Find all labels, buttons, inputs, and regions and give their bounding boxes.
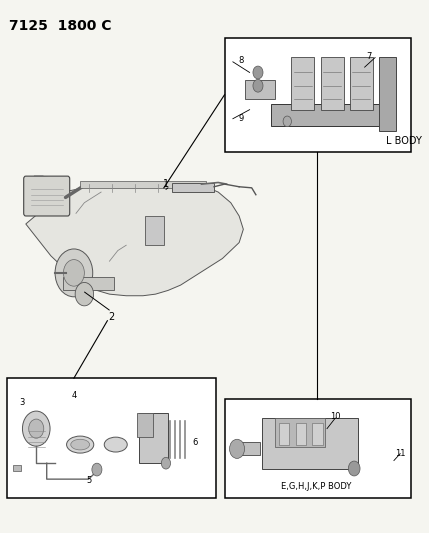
Bar xyxy=(312,423,323,445)
Bar xyxy=(80,181,205,188)
Bar xyxy=(245,80,275,99)
Text: 10: 10 xyxy=(330,412,341,421)
Bar xyxy=(237,442,260,455)
Text: 7125  1800 C: 7125 1800 C xyxy=(9,19,112,33)
Bar xyxy=(271,104,388,126)
Text: E,G,H,J,K,P BODY: E,G,H,J,K,P BODY xyxy=(281,482,352,491)
Ellipse shape xyxy=(66,436,94,453)
Bar xyxy=(172,182,214,192)
Bar xyxy=(291,56,314,110)
Bar xyxy=(350,56,373,110)
Circle shape xyxy=(161,457,171,469)
Bar xyxy=(63,277,114,290)
Text: 6: 6 xyxy=(193,439,198,448)
Text: 2: 2 xyxy=(109,312,115,322)
Bar xyxy=(321,56,344,110)
Bar xyxy=(137,413,154,437)
Bar xyxy=(7,378,216,498)
Bar xyxy=(275,418,325,447)
Bar xyxy=(13,465,21,471)
Text: 8: 8 xyxy=(239,56,244,64)
Text: 3: 3 xyxy=(19,398,24,407)
Bar xyxy=(262,418,358,469)
Bar xyxy=(224,38,411,152)
Text: 9: 9 xyxy=(239,114,244,123)
Circle shape xyxy=(230,439,245,458)
Circle shape xyxy=(283,116,291,127)
Ellipse shape xyxy=(71,439,90,450)
Circle shape xyxy=(63,260,85,286)
Circle shape xyxy=(253,66,263,79)
Bar xyxy=(224,399,411,498)
FancyBboxPatch shape xyxy=(24,176,70,216)
Circle shape xyxy=(92,463,102,476)
Bar xyxy=(296,423,306,445)
Polygon shape xyxy=(26,176,243,296)
Bar xyxy=(139,413,168,463)
Text: 11: 11 xyxy=(395,449,405,458)
Circle shape xyxy=(29,419,44,438)
Ellipse shape xyxy=(104,437,127,452)
Circle shape xyxy=(348,461,360,476)
Bar xyxy=(379,56,396,131)
Circle shape xyxy=(253,79,263,92)
Text: 1: 1 xyxy=(163,179,169,189)
Text: 5: 5 xyxy=(86,477,91,485)
Bar xyxy=(279,423,289,445)
Text: 7: 7 xyxy=(366,52,372,61)
Circle shape xyxy=(22,411,50,446)
Bar xyxy=(145,216,164,245)
Circle shape xyxy=(75,282,94,306)
Text: 4: 4 xyxy=(71,391,76,400)
Text: L BODY: L BODY xyxy=(386,136,421,146)
Circle shape xyxy=(55,249,93,297)
